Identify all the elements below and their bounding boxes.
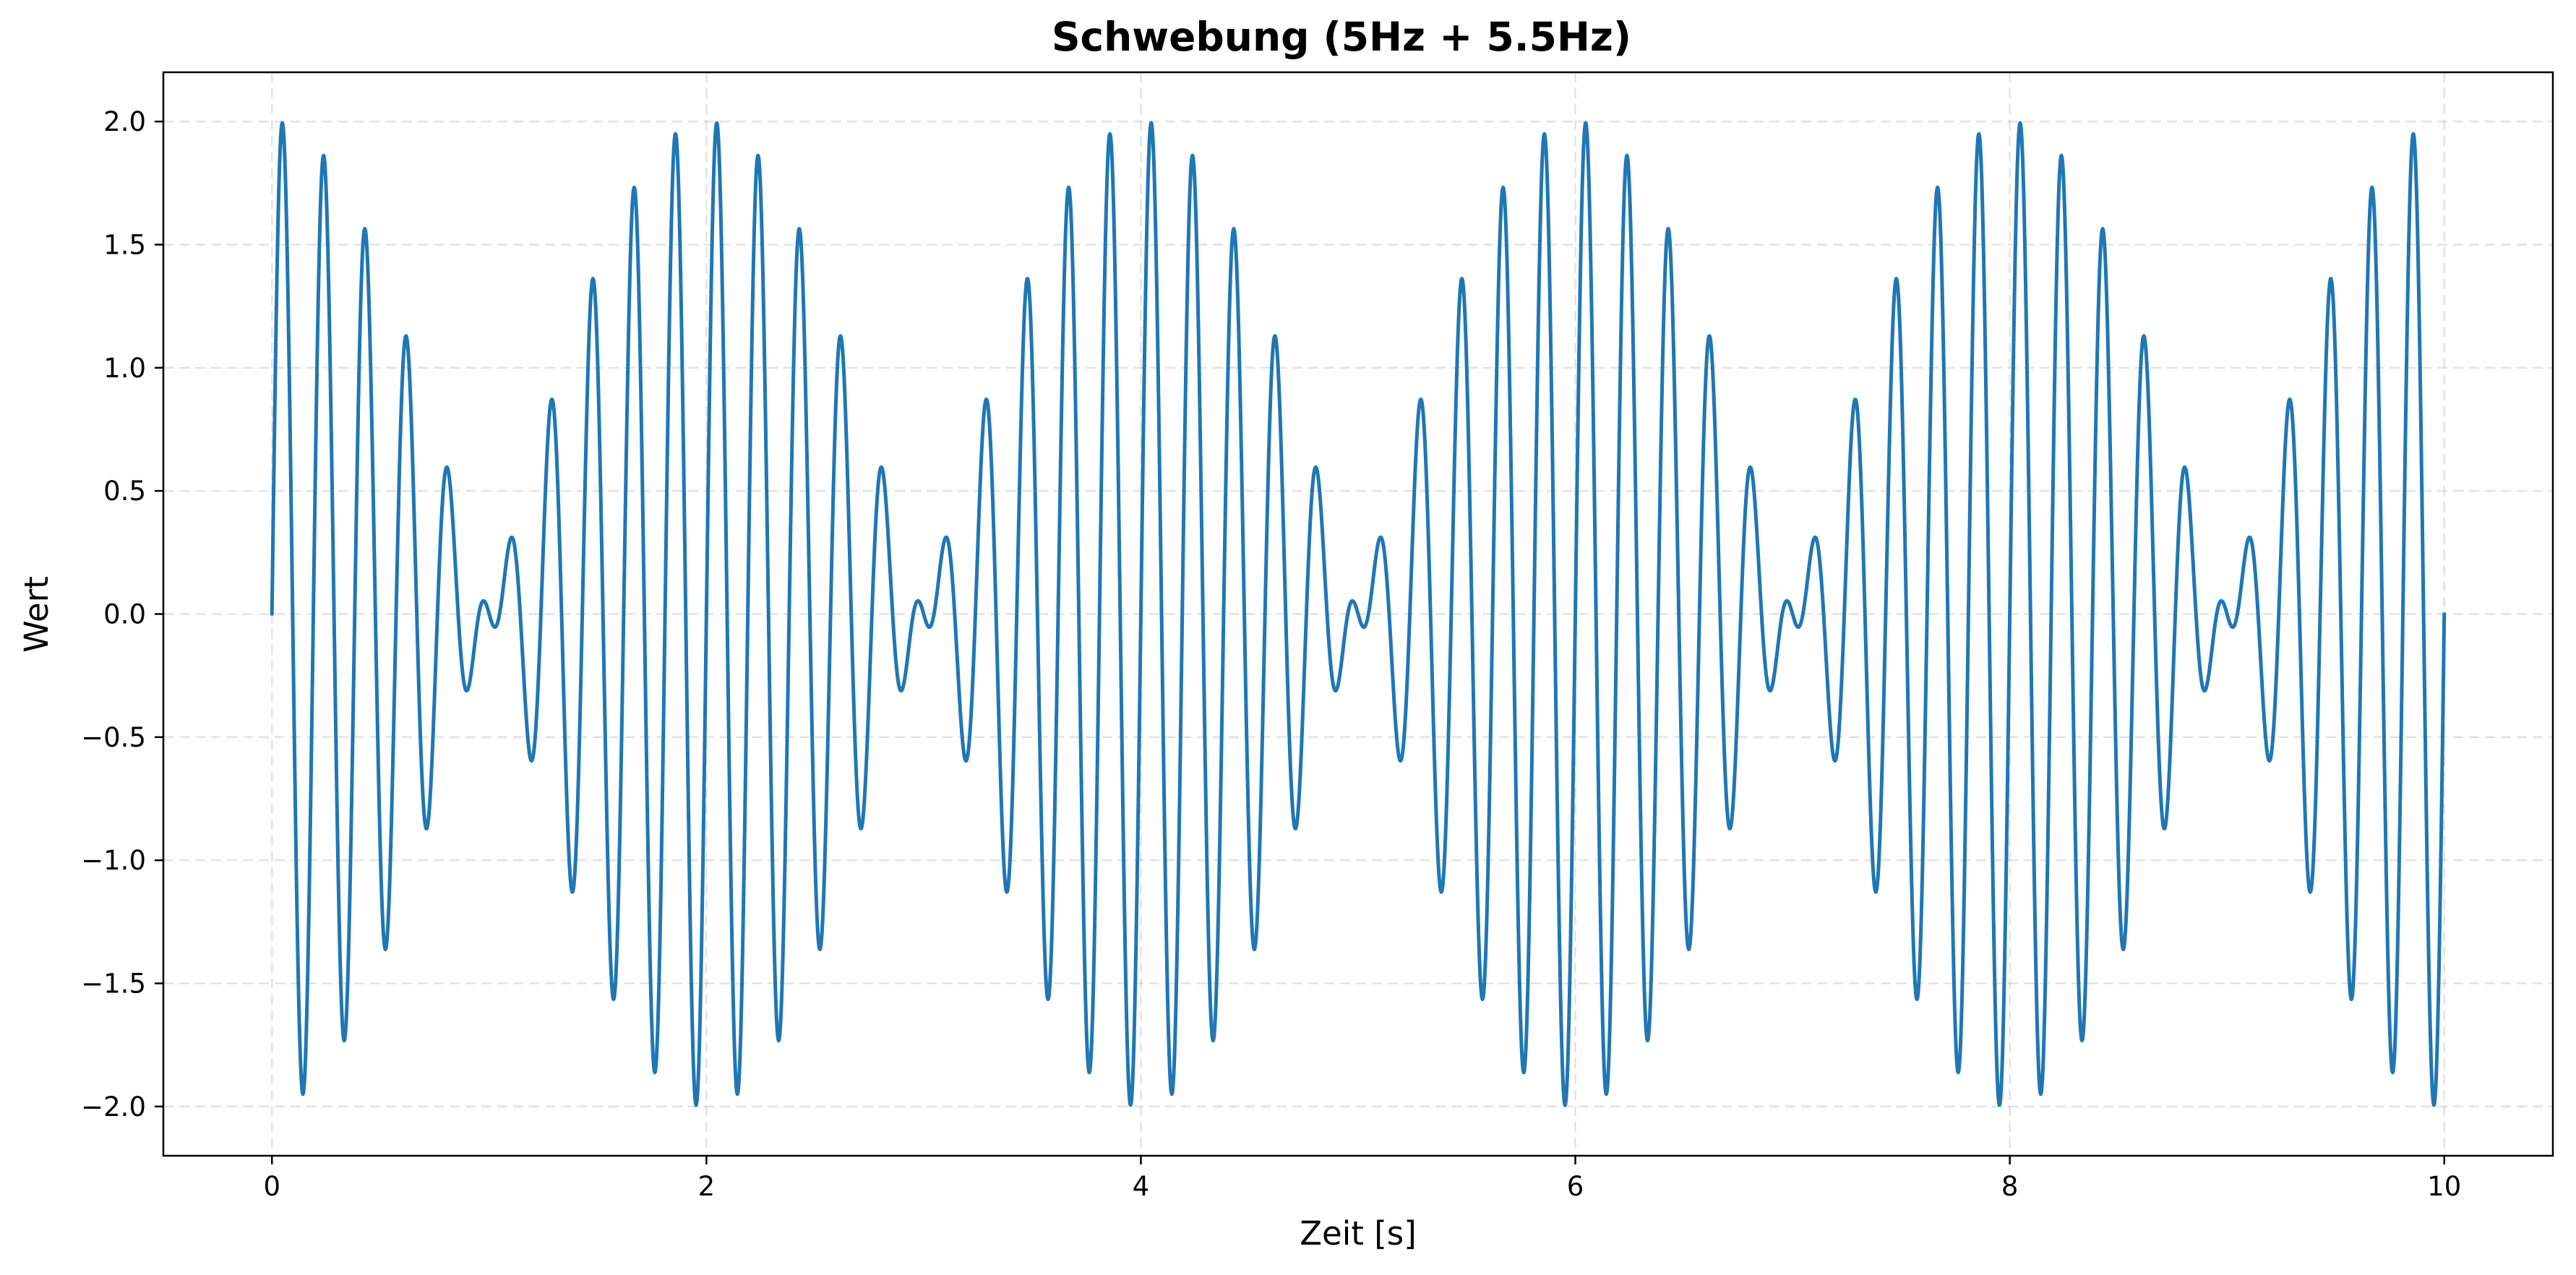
y-tick-label: 0.5 (103, 476, 146, 507)
y-tick-label: −1.0 (81, 845, 146, 876)
x-tick-label: 2 (698, 1171, 716, 1202)
y-axis-label: Wert (17, 576, 56, 653)
x-tick-label: 10 (2427, 1171, 2461, 1202)
y-tick-label: 0.0 (103, 599, 146, 630)
y-tick-label: −1.5 (81, 969, 146, 1000)
x-tick-label: 4 (1133, 1171, 1150, 1202)
beat-signal-line (270, 121, 2447, 1107)
axis-ticks: 0 2 4 6 8 10 −2.0 −1.5 −1.0 −0.5 0.0 0.5 1.0 1.5 2.0 (81, 106, 2461, 1202)
x-tick-label: 6 (1567, 1171, 1584, 1202)
x-tick-label: 8 (2001, 1171, 2019, 1202)
plot-area (270, 121, 2447, 1107)
y-tick-label: 2.0 (103, 106, 146, 137)
y-tick-label: −0.5 (81, 722, 146, 753)
y-tick-label: −2.0 (81, 1091, 146, 1122)
x-tick-label: 0 (263, 1171, 280, 1202)
y-tick-label: 1.5 (103, 229, 146, 260)
x-axis-label: Zeit [s] (1300, 1214, 1417, 1253)
chart-title: Schwebung (5Hz + 5.5Hz) (1052, 14, 1631, 60)
y-tick-label: 1.0 (103, 353, 146, 384)
